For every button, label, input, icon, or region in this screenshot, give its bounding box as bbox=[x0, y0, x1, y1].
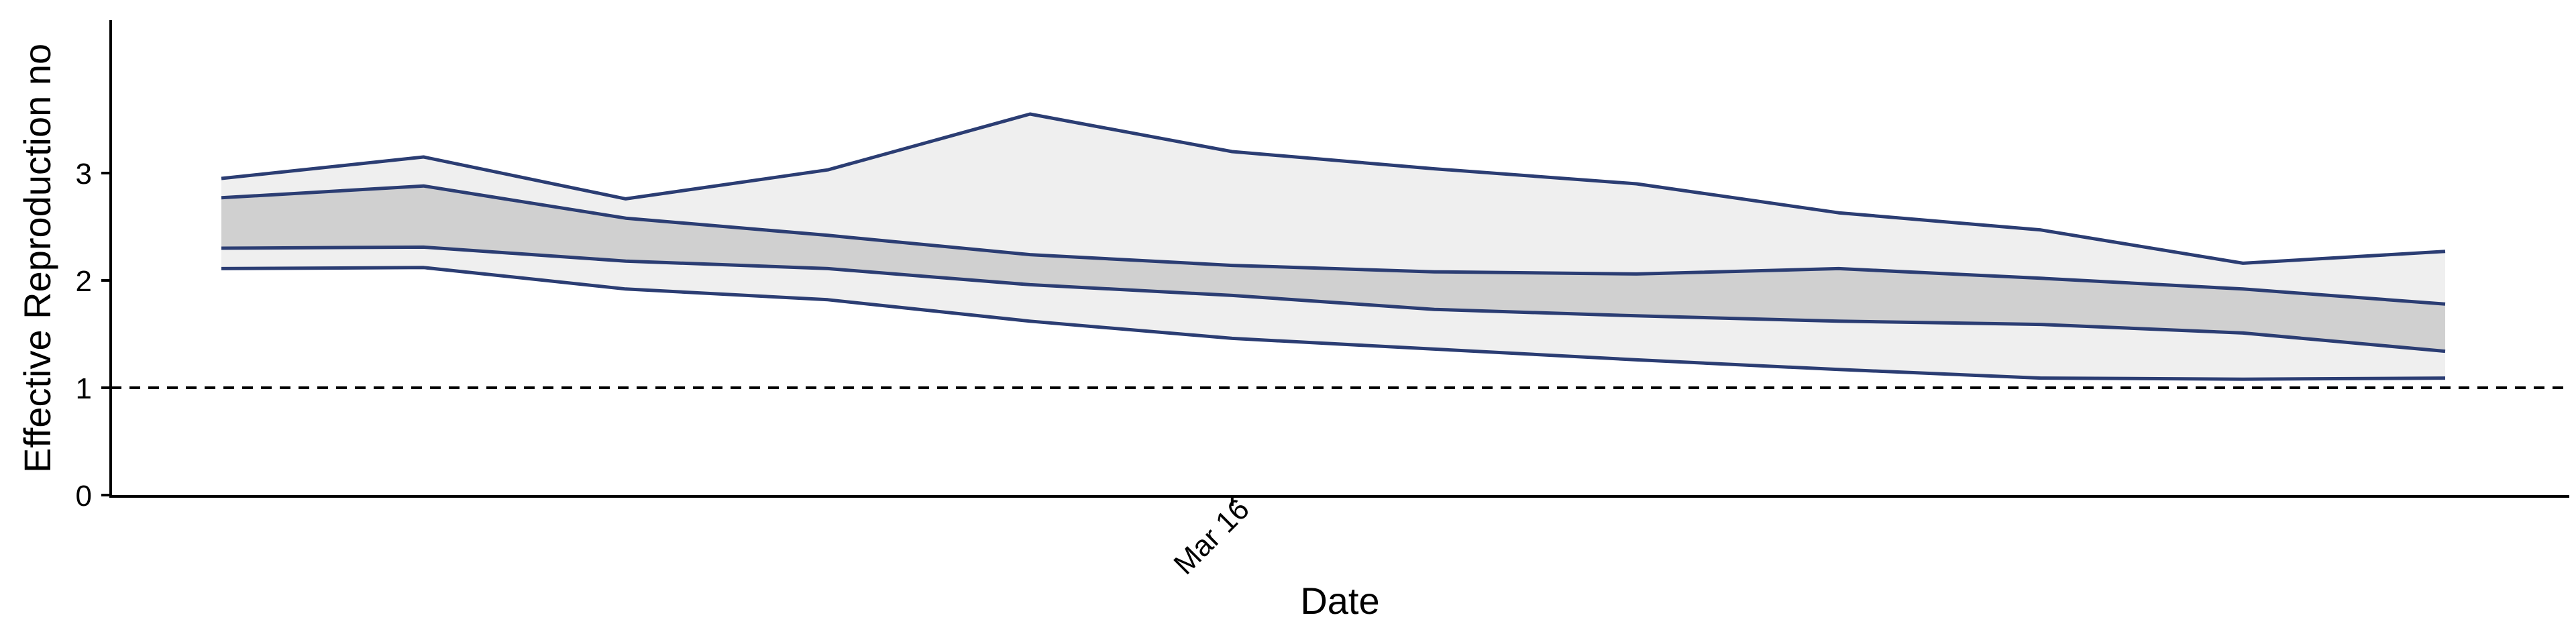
y-axis-title: Effective Reproduction no bbox=[16, 44, 58, 473]
series-line-3 bbox=[221, 245, 2446, 354]
y-tick-label: 1 bbox=[76, 372, 92, 405]
y-tick-label: 2 bbox=[76, 265, 92, 298]
x-tick-label: Mar 16 bbox=[1167, 492, 1255, 580]
series-lines bbox=[221, 112, 2446, 381]
y-axis: 0 1 2 3 bbox=[76, 20, 112, 513]
series-line-1 bbox=[221, 112, 2446, 265]
y-tick-label: 3 bbox=[76, 158, 92, 191]
plot-area bbox=[111, 112, 2569, 389]
y-tick-label: 0 bbox=[76, 480, 92, 513]
x-axis-title: Date bbox=[1300, 580, 1379, 622]
y-ticks: 0 1 2 3 bbox=[76, 158, 111, 513]
x-axis: Mar 16 bbox=[109, 492, 2569, 581]
inner-band bbox=[221, 186, 2445, 352]
series-line-4 bbox=[221, 266, 2446, 381]
series-line-2 bbox=[221, 184, 2446, 306]
